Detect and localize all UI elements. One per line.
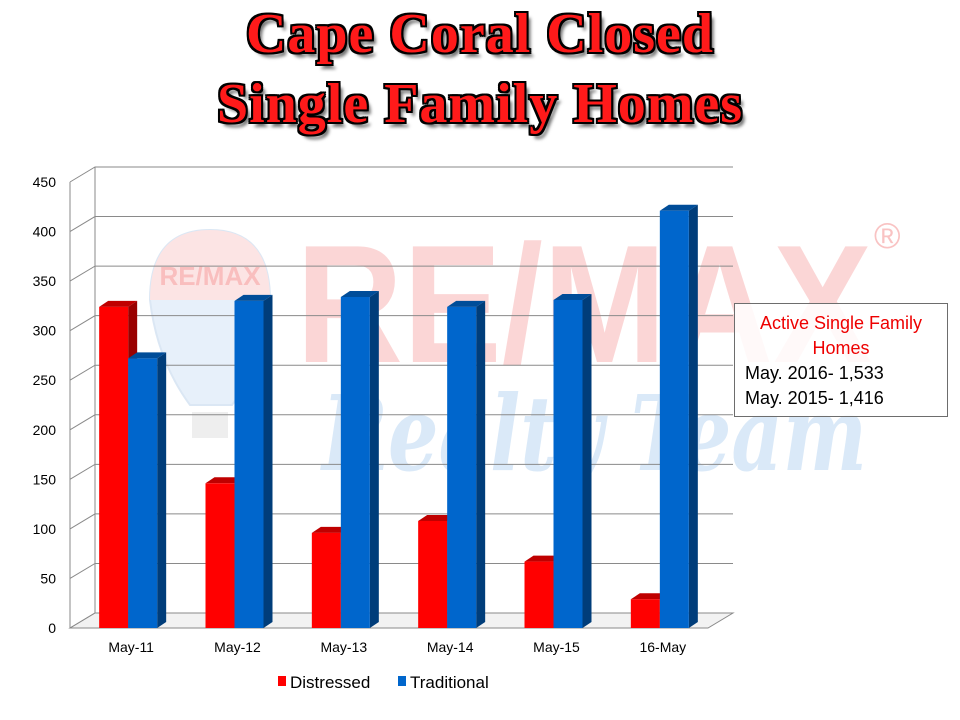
gridline [69,414,733,431]
x-axis-tick-labels: May-11 May-12 May-13 May-14 May-15 16-May [108,639,686,655]
bar-face [99,306,129,628]
x-tick-label: May-14 [427,639,474,655]
bar-top [659,204,698,211]
bar-face [418,520,448,628]
y-tick-label: 150 [33,471,57,487]
gridline [69,562,733,579]
bar-face [524,561,554,628]
y-tick-label: 50 [40,570,56,586]
gridline [69,216,733,232]
gridline [69,612,733,629]
bar-face [234,300,264,628]
bar-top [234,294,273,301]
chart-title-line-1: Cape Coral Closed [245,3,715,65]
active-listings-heading: Active Single Family Homes [759,313,923,358]
bar-top [99,300,138,307]
gridline [69,166,733,183]
y-tick-label: 400 [33,224,57,240]
active-listings-2016: May. 2016- 1,533 [745,363,884,383]
y-tick-label: 450 [33,174,57,190]
bar-side [369,290,379,628]
x-tick-label: May-15 [533,639,580,655]
bar-face [205,483,235,628]
bar-side [688,204,698,628]
x-tick-label: May-11 [108,639,154,655]
y-tick-label: 300 [33,323,57,339]
gridlines [69,166,733,629]
bar-traditional-May-13 [340,290,379,628]
bar-face [311,532,341,628]
bar-traditional-May-12 [234,294,273,628]
y-tick-label: 200 [33,422,57,438]
x-tick-label: 16-May [639,639,686,655]
y-tick-label: 0 [48,620,56,636]
y-tick-label: 350 [33,273,57,289]
bar-face [630,599,660,628]
bars [99,204,698,628]
legend-label-traditional: Traditional [410,673,489,692]
bar-face [659,210,689,628]
gridline [69,265,733,282]
y-tick-label: 250 [33,372,57,388]
gridline [69,463,733,480]
gridline [69,513,733,530]
bar-side [263,294,273,628]
bar-top [418,514,457,521]
bar-face [128,358,158,628]
bar-top [311,526,350,533]
bar-top [205,477,244,484]
bar-top [524,555,563,562]
bar-side [582,293,592,628]
bar-traditional-May-14 [447,300,486,628]
active-listings-2015: May. 2015- 1,416 [745,388,884,408]
legend-label-distressed: Distressed [290,673,370,692]
bar-face [447,306,477,628]
bar-traditional-16-May [659,204,698,628]
bar-face [340,296,370,628]
bar-face [553,299,583,628]
bar-top [128,352,167,359]
legend: Distressed Traditional [278,673,489,692]
bar-traditional-May-11 [128,352,167,628]
x-tick-label: May-12 [214,639,261,655]
bar-side [157,352,167,628]
bar-top [340,290,379,297]
legend-swatch-traditional [398,676,406,686]
bar-traditional-May-15 [553,293,592,628]
bar-side [476,300,486,628]
watermark-registered-mark: ® [874,215,901,256]
bar-top [630,593,669,600]
chart-title-line-2: Single Family Homes [216,73,744,135]
gridline [69,364,733,381]
watermark-balloon-label: RE/MAX [159,261,261,291]
y-axis-tick-labels: 0 50 100 150 200 250 300 350 400 450 [33,174,57,636]
active-listings-box: Active Single Family Homes May. 2016- 1,… [734,303,948,417]
y-tick-label: 100 [33,521,57,537]
bar-top [553,293,592,300]
x-tick-label: May-13 [320,639,367,655]
legend-swatch-distressed [278,676,286,686]
gridline [69,315,733,332]
bar-top [447,300,486,307]
